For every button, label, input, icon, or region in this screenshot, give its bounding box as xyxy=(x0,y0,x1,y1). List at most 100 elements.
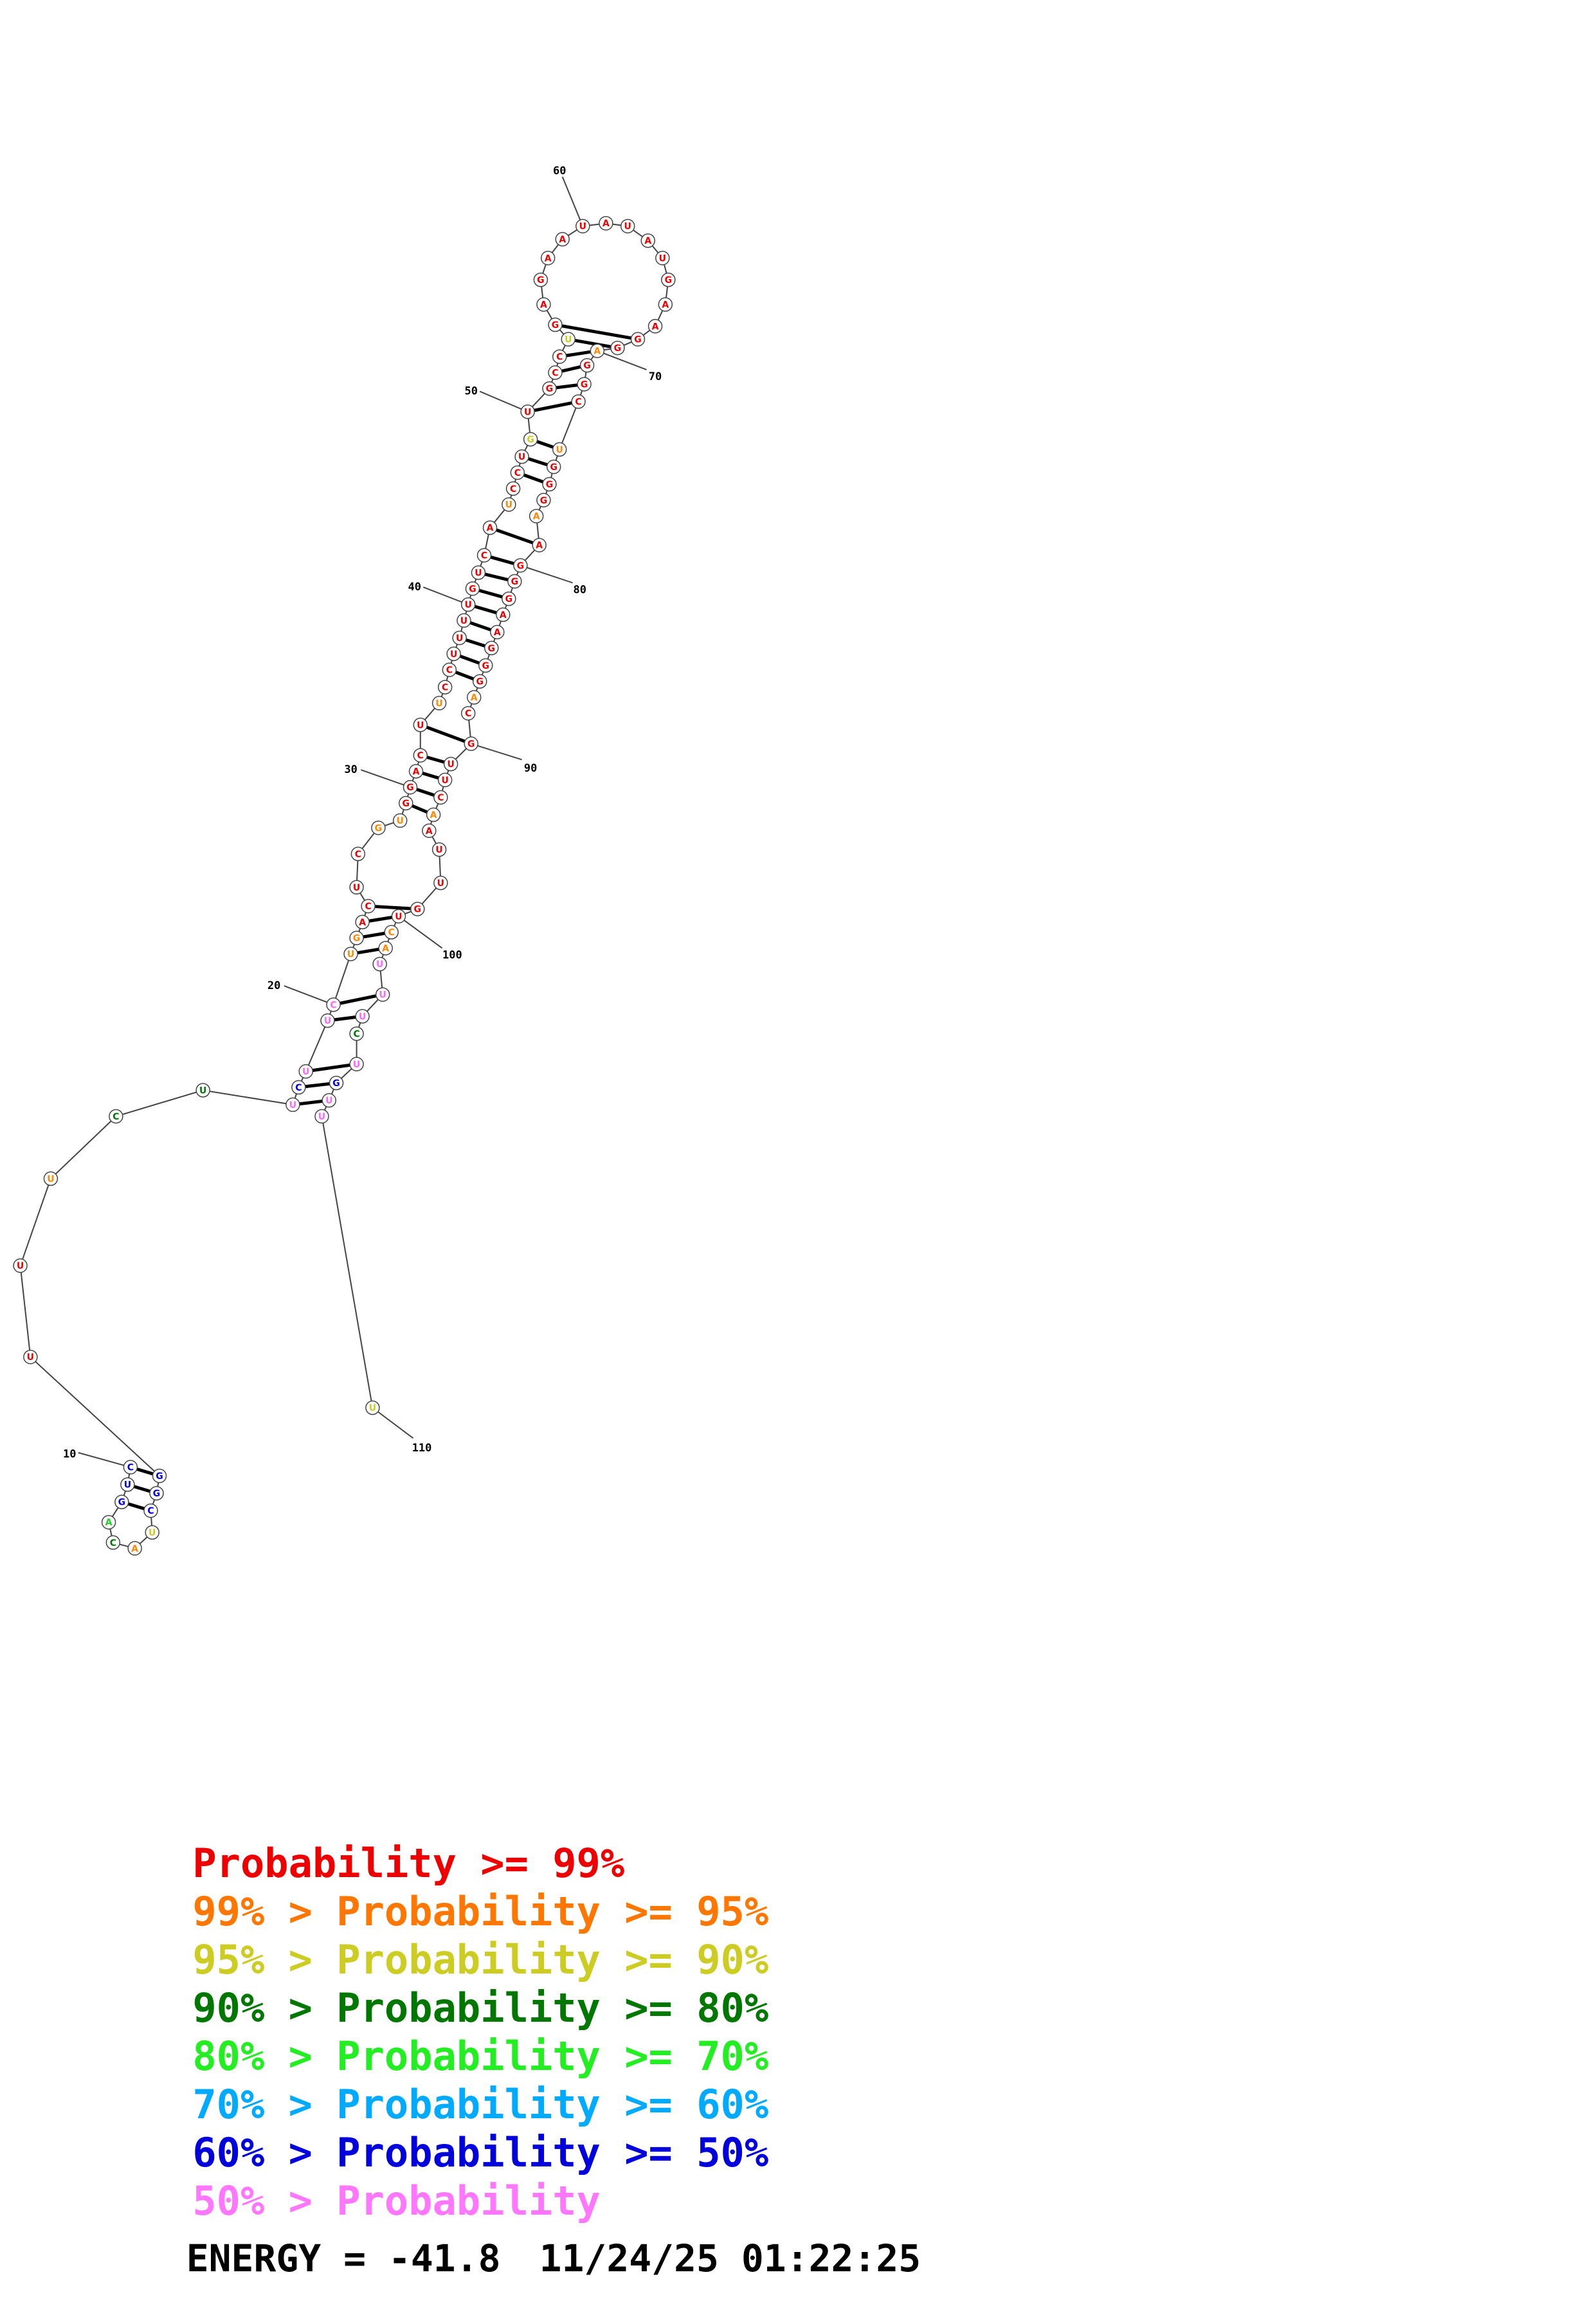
nucleotide-base-23: A xyxy=(359,918,366,928)
nucleotide-base-44: A xyxy=(487,523,494,534)
nucleotide-78: A xyxy=(529,509,544,523)
nucleotide-base-99: U xyxy=(395,912,402,922)
nucleotide-98: G xyxy=(410,902,425,916)
nucleotide-1: C xyxy=(123,1460,138,1475)
nucleotide-109: U xyxy=(314,1109,329,1124)
nucleotide-base-103: U xyxy=(379,990,386,1001)
nucleotide-circle-15 xyxy=(195,1083,210,1098)
nucleotide-base-24: C xyxy=(365,902,372,912)
nucleotide-4: A xyxy=(101,1514,116,1530)
nucleotide-base-101: A xyxy=(382,943,389,954)
nucleotide-circle-102 xyxy=(372,956,387,972)
nucleotide-base-85: G xyxy=(488,644,496,654)
nucleotide-base-102: U xyxy=(376,959,383,970)
nucleotide-circle-64 xyxy=(655,251,670,266)
nucleotide-circle-61 xyxy=(599,215,613,231)
nucleotide-29: G xyxy=(399,795,413,811)
nucleotide-83: A xyxy=(496,607,511,622)
nucleotide-circle-2 xyxy=(120,1477,135,1492)
nucleotide-46: C xyxy=(505,481,521,496)
index-label-50: 50 xyxy=(464,385,477,398)
nucleotide-17: C xyxy=(291,1080,306,1095)
nucleotide-53: C xyxy=(552,349,567,364)
nucleotide-87: G xyxy=(472,674,487,689)
nucleotide-circle-70 xyxy=(590,343,605,358)
nucleotide-39: U xyxy=(457,613,471,628)
nucleotide-circle-71 xyxy=(579,358,595,373)
nucleotide-73: C xyxy=(571,394,586,409)
index-tick-30 xyxy=(361,769,411,788)
nucleotide-circle-59 xyxy=(555,231,570,247)
nucleotide-base-28: U xyxy=(397,816,404,826)
nucleotide-base-73: C xyxy=(575,397,581,407)
nucleotide-56: A xyxy=(536,297,551,312)
nucleotide-3: G xyxy=(114,1494,129,1509)
nucleotide-circle-93 xyxy=(433,790,448,805)
nucleotide-base-45: U xyxy=(505,500,512,511)
nucleotide-circle-49 xyxy=(523,431,538,447)
nucleotide-105: C xyxy=(349,1026,364,1041)
nucleotide-24: C xyxy=(361,898,376,914)
nucleotide-base-34: U xyxy=(435,698,442,709)
nucleotide-base-11: U xyxy=(27,1352,34,1363)
base-pair-44-79 xyxy=(489,526,540,547)
nucleotide-circle-4 xyxy=(101,1514,116,1530)
nucleotide-103: U xyxy=(375,987,390,1002)
nucleotide-base-100: C xyxy=(388,928,395,938)
nucleotide-base-29: G xyxy=(403,799,410,809)
nucleotide-circle-32 xyxy=(413,748,428,763)
nucleotide-base-61: A xyxy=(602,219,610,229)
nucleotide-108: U xyxy=(322,1093,337,1108)
nucleotide-97: U xyxy=(433,875,448,891)
nucleotide-base-25: U xyxy=(353,883,360,893)
nucleotide-base-22: G xyxy=(353,934,361,944)
nucleotide-circle-31 xyxy=(408,764,424,779)
nucleotide-circle-85 xyxy=(484,640,499,656)
nucleotide-base-43: C xyxy=(481,550,487,561)
nucleotide-base-58: A xyxy=(545,253,552,264)
nucleotide-circle-24 xyxy=(361,898,376,914)
nucleotide-base-75: G xyxy=(550,462,557,473)
nucleotide-58: A xyxy=(540,251,556,266)
nucleotide-base-98: G xyxy=(414,905,422,915)
nucleotide-102: U xyxy=(372,956,387,972)
nucleotide-104: U xyxy=(355,1009,370,1024)
nucleotide-34: U xyxy=(431,696,447,711)
nucleotide-71: G xyxy=(579,358,595,373)
nucleotide-base-107: G xyxy=(332,1078,340,1089)
nucleotide-circle-97 xyxy=(433,875,448,891)
nucleotide-base-76: G xyxy=(546,480,554,490)
nucleotide-base-30: G xyxy=(406,783,414,793)
nucleotide-41: G xyxy=(465,581,480,596)
nucleotide-base-62: U xyxy=(624,222,631,232)
nucleotide-base-37: U xyxy=(450,649,457,660)
nucleotide-94: A xyxy=(426,807,441,822)
nucleotide-8: C xyxy=(143,1503,158,1518)
base-pair-55-68 xyxy=(555,323,639,341)
nucleotide-circle-18 xyxy=(298,1064,313,1079)
nucleotide-circle-50 xyxy=(520,404,535,419)
nucleotide-circle-21 xyxy=(343,947,358,961)
nucleotide-110: U xyxy=(365,1400,380,1415)
nucleotide-base-9: G xyxy=(153,1489,161,1499)
nucleotide-base-51: G xyxy=(546,384,554,394)
nucleotide-base-109: U xyxy=(318,1112,325,1122)
nucleotide-circle-37 xyxy=(446,646,461,662)
nucleotide-circle-28 xyxy=(392,813,408,828)
nucleotide-base-67: A xyxy=(652,322,659,332)
index-label-100: 100 xyxy=(442,949,462,962)
nucleotide-25: U xyxy=(349,880,364,895)
nucleotide-79: A xyxy=(532,538,547,552)
nucleotide-106: U xyxy=(349,1057,364,1072)
nucleotide-base-90: G xyxy=(467,740,475,750)
nucleotide-circle-110 xyxy=(365,1400,380,1415)
nucleotide-circle-33 xyxy=(413,718,428,732)
nucleotide-101: A xyxy=(378,941,393,956)
index-tick-40 xyxy=(422,586,469,606)
nucleotide-base-59: A xyxy=(559,235,566,245)
nucleotide-base-77: G xyxy=(540,496,548,506)
base-pair-18-106 xyxy=(305,1062,357,1073)
nucleotide-33: U xyxy=(413,718,428,732)
nucleotide-55: G xyxy=(548,317,563,332)
nucleotide-circle-30 xyxy=(403,779,418,795)
